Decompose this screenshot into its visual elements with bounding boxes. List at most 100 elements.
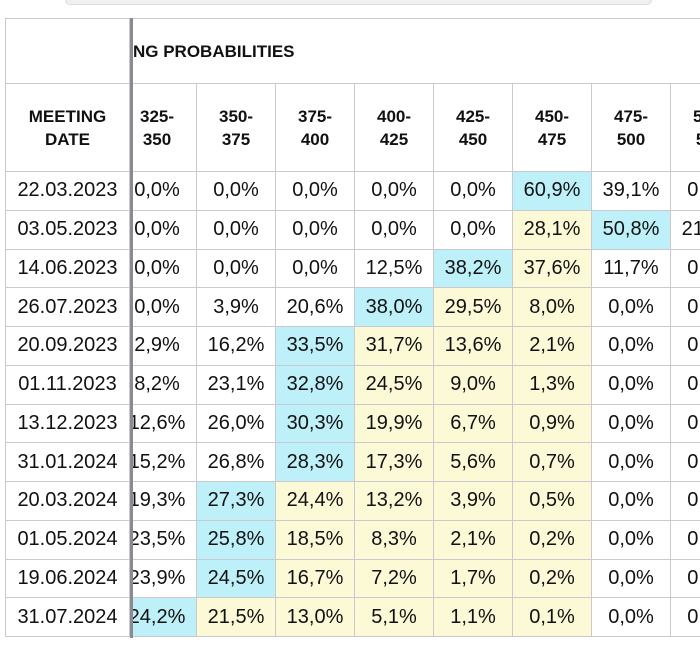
probability-cell: 0,0%: [276, 210, 355, 250]
probability-cell: 24,2%: [133, 598, 197, 637]
probability-cell-text: 0,0%: [687, 411, 700, 434]
probability-cell: 6,7%: [434, 404, 513, 444]
probability-cell-text: 19,3%: [133, 489, 186, 512]
probability-cell: 39,1%: [592, 172, 671, 211]
probability-cell-text: 38,2%: [444, 256, 502, 279]
probability-cell: 0,0%: [671, 482, 700, 521]
range-header-text: 325-350: [139, 106, 175, 149]
probability-cell-text: 26,0%: [207, 411, 265, 434]
probability-cell: 12,6%: [133, 404, 197, 444]
group-header: NG PROBABILITIES: [133, 18, 700, 84]
probability-cell: 24,5%: [197, 559, 276, 599]
probability-cell: 50,8%: [592, 210, 671, 250]
probability-cell-text: 0,5%: [529, 489, 575, 512]
probability-cell-text: 21,1%: [681, 218, 700, 241]
probability-cell: 0,0%: [592, 520, 671, 560]
probability-cell: 0,0%: [671, 405, 700, 444]
probability-cell: 23,9%: [133, 559, 197, 599]
probability-cell-text: 0,1%: [529, 605, 575, 628]
probability-cell-text: 25,8%: [207, 528, 265, 551]
probability-cell-text: 32,8%: [286, 373, 344, 396]
probability-cell-text: 38,0%: [365, 295, 423, 318]
probability-cell: 28,3%: [276, 443, 355, 482]
probability-cell: 3,9%: [434, 482, 513, 521]
probability-cell: 16,7%: [276, 559, 355, 599]
probability-cell-text: 50,8%: [602, 218, 660, 241]
probability-cell-text: 0,7%: [529, 450, 575, 473]
date-cell: 31.07.2024: [5, 598, 130, 637]
probability-cell: 11,7%: [592, 249, 671, 289]
probability-cell: 0,0%: [276, 172, 355, 211]
probability-cell: 0,0%: [671, 327, 700, 366]
probability-cell-text: 0,0%: [292, 179, 338, 202]
probability-cell-text: 23,5%: [133, 528, 186, 551]
probability-cell: 0,0%: [355, 172, 434, 211]
probability-cell: 33,5%: [276, 327, 355, 366]
probability-cell-text: 0,0%: [608, 295, 654, 318]
probability-cell-text: 0,0%: [687, 373, 700, 396]
scroll-area[interactable]: NG PROBABILITIES 325-350 350-375 375-400 400…: [133, 0, 700, 651]
date-cell-text: 20.09.2023: [17, 334, 118, 357]
date-header-text: MEETING DATE: [28, 106, 107, 149]
probability-cell-text: 37,6%: [523, 256, 581, 279]
probability-cell-text: 0,0%: [687, 256, 700, 279]
probability-cell: 0,9%: [513, 404, 592, 444]
probability-cell-text: 0,0%: [608, 605, 654, 628]
probability-cell: 0,0%: [671, 560, 700, 599]
probability-cell-text: 20,6%: [286, 295, 344, 318]
probability-cell-text: 11,7%: [603, 256, 659, 279]
date-cell-text: 31.07.2024: [17, 605, 118, 628]
range-header-text: 425-450: [455, 106, 491, 149]
range-header-text: 375-400: [297, 106, 333, 149]
date-cell-text: 20.03.2024: [17, 489, 118, 512]
probability-cell-text: 0,0%: [608, 411, 654, 434]
probability-cell-text: 17,3%: [365, 450, 423, 473]
range-header: 450-475: [513, 84, 592, 172]
range-header-text: 500-525: [692, 106, 700, 149]
probability-cell: 0,0%: [671, 521, 700, 560]
probability-cell: 0,0%: [592, 598, 671, 637]
probability-cell-text: 3,9%: [450, 489, 496, 512]
probability-cell: 20,6%: [276, 288, 355, 327]
probability-cell-text: 23,9%: [133, 566, 186, 589]
probability-cell: 37,6%: [513, 249, 592, 289]
probability-cell-text: 0,0%: [213, 256, 259, 279]
date-cell: 20.09.2023: [5, 327, 130, 366]
probability-cell: 0,0%: [592, 365, 671, 405]
probability-cell: 0,0%: [133, 249, 197, 289]
corner-cell: [5, 18, 130, 84]
probability-cell: 26,8%: [197, 443, 276, 482]
date-cell-text: 26.07.2023: [17, 295, 118, 318]
probability-cell: 0,0%: [592, 288, 671, 327]
probability-cell-text: 0,2%: [529, 528, 575, 551]
probability-cell-text: 0,0%: [687, 450, 700, 473]
probability-cell: 26,0%: [197, 404, 276, 444]
probability-cell: 17,3%: [355, 443, 434, 482]
probability-cell: 18,5%: [276, 520, 355, 560]
date-cell-text: 14.06.2023: [17, 256, 118, 279]
probability-cell: 28,1%: [513, 210, 592, 250]
range-header: 375-400: [276, 84, 355, 172]
probability-cell: 30,3%: [276, 404, 355, 444]
probability-cell: 19,3%: [133, 482, 197, 521]
date-cell-text: 01.05.2024: [17, 528, 118, 551]
probability-cell-text: 30,3%: [286, 411, 344, 434]
probability-cell: 0,0%: [276, 249, 355, 289]
probability-cell-text: 0,0%: [371, 179, 417, 202]
probability-cell: 25,8%: [197, 520, 276, 560]
probability-cell-text: 8,0%: [529, 295, 575, 318]
date-cell: 20.03.2024: [5, 482, 130, 521]
probability-cell-text: 0,0%: [292, 256, 338, 279]
probability-cell: 0,0%: [355, 210, 434, 250]
probability-cell: 0,0%: [592, 327, 671, 366]
probability-cell: 24,5%: [355, 365, 434, 405]
probability-cell-text: 0,9%: [529, 411, 575, 434]
probability-cell-text: 0,0%: [687, 179, 700, 202]
probability-cell-text: 13,0%: [286, 605, 344, 628]
probability-cell-text: 2,1%: [450, 528, 496, 551]
probability-cell-text: 0,0%: [450, 218, 496, 241]
probability-cell: 24,4%: [276, 482, 355, 521]
probability-cell: 0,0%: [671, 366, 700, 405]
probability-cell: 0,0%: [671, 443, 700, 482]
range-header: 475-500: [592, 84, 671, 172]
